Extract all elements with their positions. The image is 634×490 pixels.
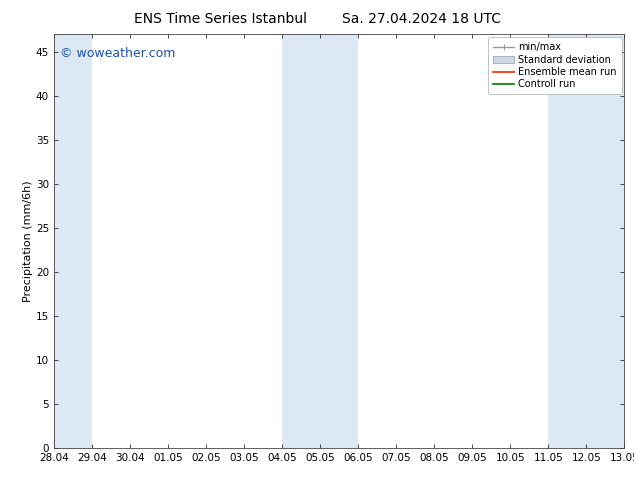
Text: © woweather.com: © woweather.com: [60, 47, 175, 60]
Bar: [548, 34, 624, 448]
Text: ENS Time Series Istanbul        Sa. 27.04.2024 18 UTC: ENS Time Series Istanbul Sa. 27.04.2024 …: [134, 12, 500, 26]
Legend: min/max, Standard deviation, Ensemble mean run, Controll run: min/max, Standard deviation, Ensemble me…: [488, 37, 621, 94]
Bar: [54, 34, 92, 448]
Bar: [282, 34, 358, 448]
Y-axis label: Precipitation (mm/6h): Precipitation (mm/6h): [23, 180, 33, 302]
